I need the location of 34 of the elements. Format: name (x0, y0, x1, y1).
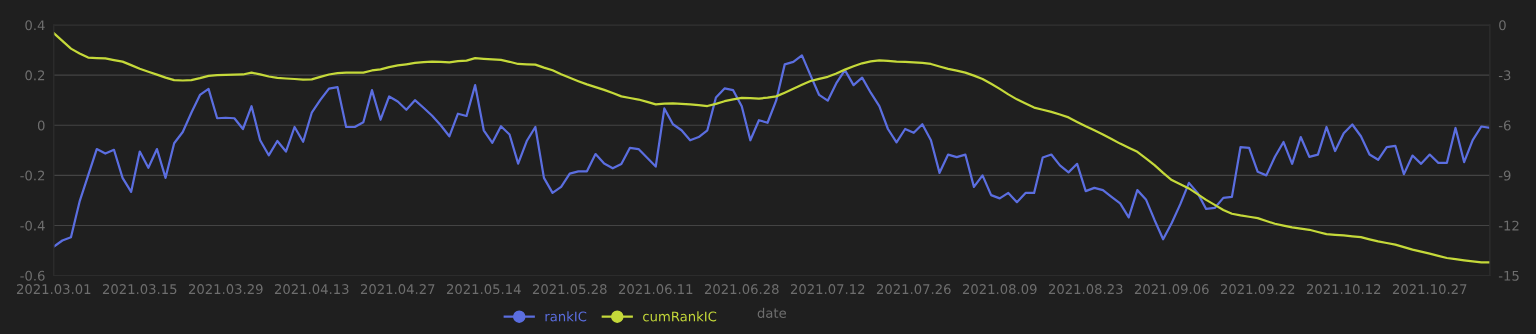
x-tick-label: 2021.08.23 (1048, 284, 1123, 295)
x-tick-label: 2021.09.22 (1220, 284, 1295, 295)
y-tick-label: 0 (37, 120, 45, 131)
y-tick-label: 0.4 (25, 20, 45, 31)
x-tick-label: 2021.08.09 (962, 284, 1037, 295)
x-tick-label: 2021.03.01 (16, 284, 91, 295)
x-axis-title: date (757, 307, 787, 318)
y2-tick-label: -3 (1498, 70, 1511, 81)
x-tick-label: 2021.07.12 (790, 284, 865, 295)
legend-label: rankIC (545, 311, 587, 322)
x-tick-label: 2021.04.13 (274, 284, 349, 295)
x-tick-label: 2021.03.29 (188, 284, 263, 295)
x-tick-label: 2021.05.28 (532, 284, 607, 295)
y2-tick-label: -12 (1498, 220, 1519, 231)
line-series (53, 54, 1490, 248)
y-tick-label: -0.6 (20, 270, 45, 281)
y-tick-label: 0.2 (25, 70, 45, 81)
x-tick-label: 2021.10.12 (1306, 284, 1381, 295)
x-tick-label: 2021.07.26 (876, 284, 951, 295)
x-tick-label: 2021.06.11 (618, 284, 693, 295)
y-tick-label: -0.2 (20, 170, 45, 181)
line-series (53, 31, 1490, 264)
y2-tick-label: -15 (1498, 270, 1519, 281)
legend-label: cumRankIC (643, 311, 717, 322)
x-tick-label: 2021.10.27 (1392, 284, 1467, 295)
x-tick-label: 2021.09.06 (1134, 284, 1209, 295)
y2-tick-label: -9 (1498, 170, 1511, 181)
x-tick-label: 2021.05.14 (446, 284, 521, 295)
y2-tick-label: 0 (1499, 20, 1506, 31)
x-tick-label: 2021.04.27 (360, 284, 435, 295)
y2-tick-label: -6 (1498, 120, 1511, 131)
x-tick-label: 2021.03.15 (102, 284, 177, 295)
x-tick-label: 2021.06.28 (704, 284, 779, 295)
y-tick-label: -0.4 (20, 220, 45, 231)
